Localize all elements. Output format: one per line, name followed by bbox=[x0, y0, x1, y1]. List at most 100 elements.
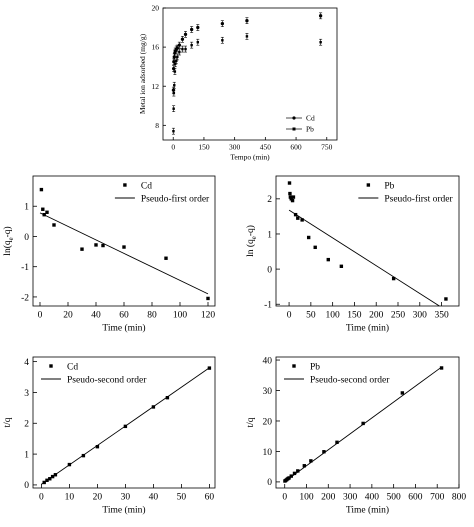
chart-panel-3: 0 50 100 150 200 250 300 350 -1 0 1 2 Time (min) ln (… bbox=[245, 175, 460, 334]
data-point bbox=[45, 210, 49, 214]
legend-label: Cd bbox=[306, 114, 315, 123]
y-axis-label-part: -q) bbox=[245, 225, 256, 236]
data-point bbox=[165, 395, 170, 400]
y-tick-label: -2 bbox=[21, 293, 29, 303]
data-point bbox=[81, 453, 86, 458]
x-tick-label: 0 bbox=[38, 311, 43, 321]
x-tick-label: 30 bbox=[121, 493, 131, 503]
y-tick-label: 20 bbox=[263, 417, 273, 427]
x-tick-label: 100 bbox=[326, 311, 341, 321]
x-tick-label: 120 bbox=[201, 311, 216, 321]
plot-frame bbox=[32, 356, 216, 489]
data-point bbox=[313, 245, 317, 250]
x-tick-label: 700 bbox=[430, 493, 445, 503]
x-axis-label: Time (min) bbox=[346, 505, 389, 516]
data-point bbox=[42, 480, 46, 485]
legend-marker bbox=[292, 127, 296, 131]
data-point bbox=[52, 223, 56, 227]
y-axis-label: ln (qe-q) bbox=[245, 225, 258, 257]
x-tick-label: 750 bbox=[321, 143, 333, 152]
legend-label: Pseudo-first order bbox=[141, 193, 210, 204]
y-tick-label: 0 bbox=[24, 481, 29, 491]
y-tick-label: 30 bbox=[263, 387, 273, 397]
data-point bbox=[289, 197, 293, 201]
data-point bbox=[206, 296, 210, 301]
x-tick-label: 600 bbox=[290, 143, 302, 152]
x-tick-label: 40 bbox=[91, 311, 101, 321]
plot-frame bbox=[275, 356, 460, 489]
x-tick-label: 0 bbox=[282, 493, 287, 503]
x-tick-label: 60 bbox=[205, 493, 215, 503]
x-tick-label: 150 bbox=[198, 143, 210, 152]
x-tick-label: 50 bbox=[177, 493, 187, 503]
x-axis-label: Tempo (min) bbox=[230, 153, 270, 162]
legend-label: Pseudo-second order bbox=[67, 375, 147, 385]
y-tick-label: 1 bbox=[24, 203, 29, 213]
y-tick-label: 0 bbox=[24, 233, 29, 243]
x-tick-label: 450 bbox=[260, 143, 272, 152]
x-tick-label: 0 bbox=[287, 311, 292, 321]
x-tick-label: 250 bbox=[391, 311, 406, 321]
chart-panel-1: 0 150 300 450 600 750 8 12 16 20 Tempo (min) Metal … bbox=[138, 4, 338, 162]
legend-label: Pb bbox=[306, 125, 314, 134]
x-tick-label: 100 bbox=[173, 311, 188, 321]
y-axis-label: t/q bbox=[246, 417, 256, 427]
y-tick-label: 2 bbox=[267, 195, 272, 205]
data-point bbox=[42, 212, 46, 217]
x-tick-label: 40 bbox=[149, 493, 159, 503]
x-tick-label: 350 bbox=[434, 311, 449, 321]
data-point bbox=[151, 405, 156, 409]
x-tick-label: 300 bbox=[413, 311, 428, 321]
legend-label: Pseudo-second order bbox=[310, 375, 390, 385]
y-tick-label: 10 bbox=[263, 448, 273, 458]
x-tick-label: 100 bbox=[299, 493, 314, 503]
data-point bbox=[300, 218, 304, 222]
y-tick-label: 16 bbox=[152, 43, 160, 52]
y-tick-label: -1 bbox=[21, 263, 29, 273]
x-tick-label: 60 bbox=[119, 311, 129, 321]
data-point bbox=[290, 198, 295, 203]
data-point bbox=[122, 245, 126, 249]
y-tick-label: 3 bbox=[24, 389, 29, 399]
y-axis-label-subscript: e bbox=[8, 237, 15, 240]
y-tick-label: 0 bbox=[267, 265, 272, 275]
y-tick-label: 0 bbox=[267, 478, 272, 488]
data-point bbox=[302, 464, 307, 468]
x-axis-label: Time (min) bbox=[102, 323, 145, 334]
data-point bbox=[101, 243, 105, 248]
plot-frame bbox=[162, 7, 338, 141]
x-tick-label: 400 bbox=[365, 493, 380, 503]
x-tick-label: 300 bbox=[229, 143, 241, 152]
data-point bbox=[439, 366, 444, 370]
data-point bbox=[326, 257, 330, 262]
data-point bbox=[287, 476, 291, 480]
x-tick-label: 300 bbox=[343, 493, 358, 503]
legend-marker bbox=[366, 183, 371, 187]
data-point bbox=[293, 212, 298, 217]
chart-panel-2: 0 20 40 60 80 100 120 -2 -1 0 1 Time (min) ln(qe-q) C… bbox=[2, 175, 216, 334]
x-tick-label: 150 bbox=[347, 311, 362, 321]
data-point bbox=[391, 276, 396, 281]
data-point bbox=[80, 247, 84, 251]
x-tick-label: 80 bbox=[147, 311, 157, 321]
legend-marker bbox=[123, 183, 127, 187]
legend-label: Pseudo-first order bbox=[384, 193, 453, 204]
data-point bbox=[288, 195, 293, 199]
x-tick-label: 20 bbox=[63, 311, 73, 321]
data-point bbox=[50, 474, 55, 479]
data-point bbox=[296, 216, 300, 220]
data-point bbox=[292, 471, 297, 476]
x-tick-label: 10 bbox=[65, 493, 75, 503]
x-tick-label: 200 bbox=[369, 311, 384, 321]
x-tick-label: 0 bbox=[171, 143, 175, 152]
y-axis-label: t/q bbox=[3, 417, 13, 427]
chart-panel-4: 0 10 20 30 40 50 60 0 1 2 3 4 Time (min) t/q Cd Pseudo-… bbox=[3, 356, 216, 516]
y-tick-label: 2 bbox=[24, 420, 29, 430]
x-tick-label: 0 bbox=[39, 493, 44, 503]
data-point bbox=[335, 440, 339, 445]
y-tick-label: 1 bbox=[24, 450, 29, 460]
data-point bbox=[95, 444, 100, 449]
data-point bbox=[288, 191, 292, 196]
y-axis-label: ln(qe-q) bbox=[2, 226, 15, 255]
